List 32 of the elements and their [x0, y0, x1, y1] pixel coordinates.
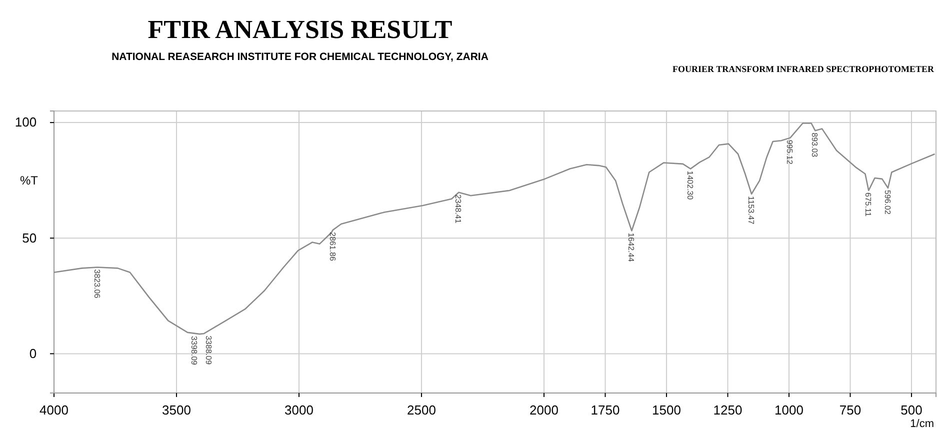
annotation: 2861.86	[328, 232, 337, 262]
x-tick-label: 3000	[284, 402, 314, 418]
x-tick-label: 1750	[590, 402, 620, 418]
annotation: 1402.30	[686, 170, 695, 200]
chart-subtitle: NATIONAL REASEARCH INSTITUTE FOR CHEMICAL TECHNOLOGY, ZARIA	[112, 51, 489, 63]
x-tick-label: 1000	[774, 402, 804, 418]
text: FOURIER TRANSFORM INFRARED SPECTROPHOTOMETER	[672, 64, 934, 74]
annotation: 995.12	[785, 140, 794, 165]
annotation: 3823.06	[92, 269, 102, 299]
x-tick-label: 2500	[407, 402, 436, 418]
annotation: 1642.44	[626, 232, 636, 262]
line-series	[53, 122, 936, 335]
annotation: 3388.09	[204, 336, 213, 366]
x-tick-label: 2000	[530, 402, 558, 418]
x-tick-label: 3500	[162, 402, 191, 418]
x-tick-label: 1500	[652, 402, 681, 418]
x-tick-label: 1250	[713, 402, 742, 418]
x-tick-label: 500	[900, 402, 922, 418]
annotation: 1153.47	[746, 196, 756, 225]
annotation: 3398.09	[190, 336, 199, 366]
chart-title: FTIR ANALYSIS RESULT	[148, 15, 452, 44]
x-tick-label: 750	[839, 402, 862, 418]
x-tick-label: 4000	[40, 402, 68, 418]
annotation: 893.03	[810, 132, 820, 158]
y-axis-title: %T	[20, 173, 39, 188]
y-tick-label: 0	[29, 346, 37, 361]
annotation: 2348.41	[454, 194, 463, 224]
annotation: 675.11	[864, 192, 873, 217]
y-tick-label: 50	[22, 230, 37, 246]
y-tick-label: 100	[14, 114, 37, 130]
x-axis-title: 1/cm	[910, 418, 934, 430]
annotation: 596.02	[882, 190, 892, 215]
